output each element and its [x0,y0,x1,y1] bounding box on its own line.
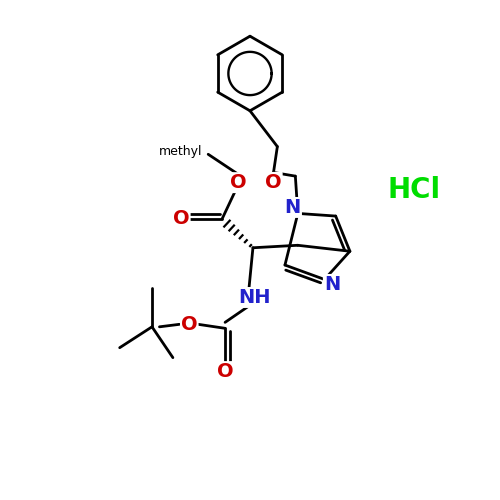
Text: O: O [265,173,281,192]
Text: methyl: methyl [158,146,202,158]
Text: N: N [324,275,340,294]
Text: N: N [284,198,301,217]
Text: O: O [230,173,246,192]
Text: O: O [181,315,198,334]
Text: O: O [217,362,234,381]
Text: NH: NH [238,288,271,307]
Text: HCl: HCl [388,176,440,204]
Text: O: O [173,210,190,229]
